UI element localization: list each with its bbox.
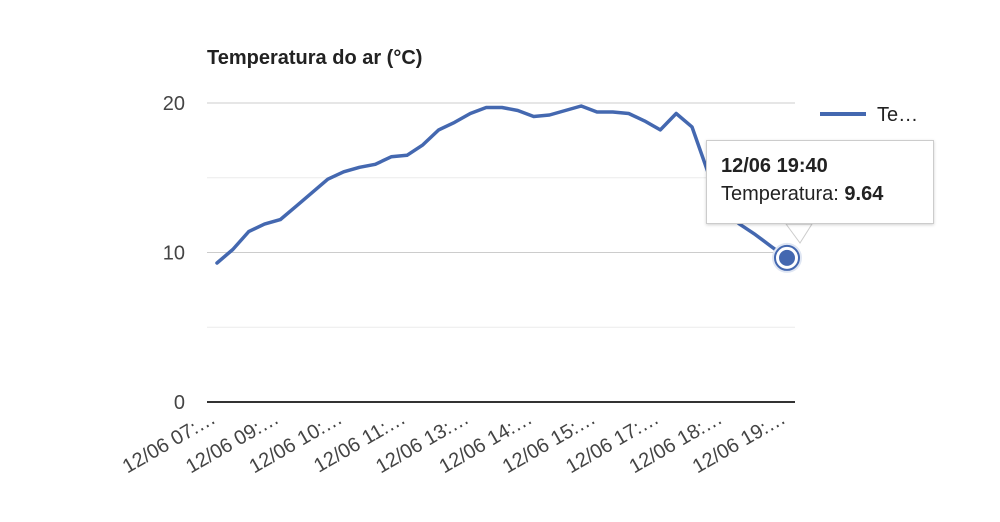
highlight-point <box>779 249 795 266</box>
y-axis-ticks: 0 10 20 <box>163 93 185 414</box>
grid-lines <box>207 102 795 403</box>
tooltip-label: Temperatura: <box>721 183 839 205</box>
chart-title: Temperatura do ar (°C) <box>207 47 422 69</box>
tooltip-title: 12/06 19:40 <box>721 155 828 177</box>
y-tick-label: 0 <box>174 392 185 414</box>
x-axis-ticks: 12/06 07:…12/06 09:…12/06 10:…12/06 11:…… <box>119 407 790 478</box>
legend[interactable]: Te… <box>820 104 918 126</box>
y-tick-label: 20 <box>163 93 185 115</box>
series-line-temperatura <box>215 104 789 265</box>
tooltip-value: 9.64 <box>844 183 884 205</box>
legend-label: Te… <box>877 104 918 126</box>
y-tick-label: 10 <box>163 243 185 265</box>
tooltip: 12/06 19:40 Temperatura: 9.64 <box>706 140 934 224</box>
series-group <box>215 104 802 273</box>
tooltip-pointer <box>785 223 813 244</box>
tooltip-row: Temperatura: 9.64 <box>721 179 919 209</box>
